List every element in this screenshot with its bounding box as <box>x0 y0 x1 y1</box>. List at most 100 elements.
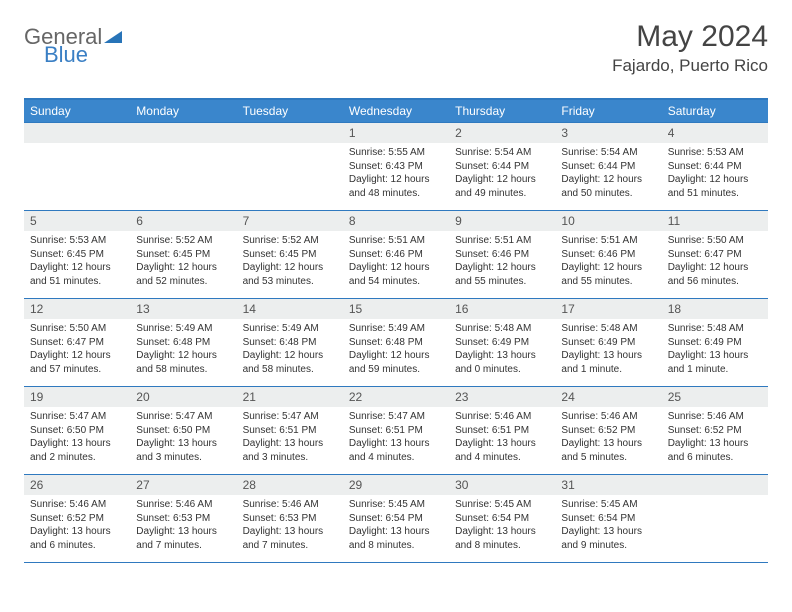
day-number <box>237 123 343 143</box>
calendar-day-cell: 11Sunrise: 5:50 AMSunset: 6:47 PMDayligh… <box>662 211 768 299</box>
day-details: Sunrise: 5:46 AMSunset: 6:52 PMDaylight:… <box>555 407 661 470</box>
calendar-day-cell: 2Sunrise: 5:54 AMSunset: 6:44 PMDaylight… <box>449 123 555 211</box>
day-details: Sunrise: 5:51 AMSunset: 6:46 PMDaylight:… <box>449 231 555 294</box>
day-details: Sunrise: 5:52 AMSunset: 6:45 PMDaylight:… <box>237 231 343 294</box>
day-details: Sunrise: 5:45 AMSunset: 6:54 PMDaylight:… <box>555 495 661 558</box>
calendar-empty-cell <box>237 123 343 211</box>
day-number <box>24 123 130 143</box>
calendar-empty-cell <box>662 475 768 563</box>
day-number: 31 <box>555 475 661 495</box>
day-number: 9 <box>449 211 555 231</box>
calendar-day-cell: 5Sunrise: 5:53 AMSunset: 6:45 PMDaylight… <box>24 211 130 299</box>
day-details <box>662 495 768 518</box>
day-number: 28 <box>237 475 343 495</box>
day-details <box>24 143 130 166</box>
day-details: Sunrise: 5:51 AMSunset: 6:46 PMDaylight:… <box>343 231 449 294</box>
day-details: Sunrise: 5:47 AMSunset: 6:51 PMDaylight:… <box>343 407 449 470</box>
day-details: Sunrise: 5:50 AMSunset: 6:47 PMDaylight:… <box>24 319 130 382</box>
day-details: Sunrise: 5:54 AMSunset: 6:44 PMDaylight:… <box>555 143 661 206</box>
day-number: 19 <box>24 387 130 407</box>
day-details: Sunrise: 5:52 AMSunset: 6:45 PMDaylight:… <box>130 231 236 294</box>
calendar-day-cell: 23Sunrise: 5:46 AMSunset: 6:51 PMDayligh… <box>449 387 555 475</box>
weekday-header: Thursday <box>449 99 555 123</box>
weekday-header-row: SundayMondayTuesdayWednesdayThursdayFrid… <box>24 99 768 123</box>
day-number: 6 <box>130 211 236 231</box>
calendar-day-cell: 29Sunrise: 5:45 AMSunset: 6:54 PMDayligh… <box>343 475 449 563</box>
day-details: Sunrise: 5:46 AMSunset: 6:51 PMDaylight:… <box>449 407 555 470</box>
calendar-empty-cell <box>24 123 130 211</box>
weekday-header: Monday <box>130 99 236 123</box>
calendar-day-cell: 19Sunrise: 5:47 AMSunset: 6:50 PMDayligh… <box>24 387 130 475</box>
location: Fajardo, Puerto Rico <box>612 56 768 76</box>
day-details: Sunrise: 5:47 AMSunset: 6:51 PMDaylight:… <box>237 407 343 470</box>
day-number: 13 <box>130 299 236 319</box>
day-details: Sunrise: 5:53 AMSunset: 6:44 PMDaylight:… <box>662 143 768 206</box>
calendar-day-cell: 27Sunrise: 5:46 AMSunset: 6:53 PMDayligh… <box>130 475 236 563</box>
day-number: 12 <box>24 299 130 319</box>
calendar-day-cell: 6Sunrise: 5:52 AMSunset: 6:45 PMDaylight… <box>130 211 236 299</box>
header: General May 2024 Fajardo, Puerto Rico <box>24 20 768 76</box>
calendar-day-cell: 17Sunrise: 5:48 AMSunset: 6:49 PMDayligh… <box>555 299 661 387</box>
day-number: 18 <box>662 299 768 319</box>
day-details: Sunrise: 5:49 AMSunset: 6:48 PMDaylight:… <box>237 319 343 382</box>
calendar-day-cell: 1Sunrise: 5:55 AMSunset: 6:43 PMDaylight… <box>343 123 449 211</box>
day-number: 23 <box>449 387 555 407</box>
day-number: 21 <box>237 387 343 407</box>
day-details: Sunrise: 5:47 AMSunset: 6:50 PMDaylight:… <box>24 407 130 470</box>
day-number: 15 <box>343 299 449 319</box>
calendar-day-cell: 13Sunrise: 5:49 AMSunset: 6:48 PMDayligh… <box>130 299 236 387</box>
calendar-week-row: 5Sunrise: 5:53 AMSunset: 6:45 PMDaylight… <box>24 211 768 299</box>
day-details <box>130 143 236 166</box>
calendar-week-row: 19Sunrise: 5:47 AMSunset: 6:50 PMDayligh… <box>24 387 768 475</box>
calendar-day-cell: 24Sunrise: 5:46 AMSunset: 6:52 PMDayligh… <box>555 387 661 475</box>
day-number: 20 <box>130 387 236 407</box>
day-details: Sunrise: 5:55 AMSunset: 6:43 PMDaylight:… <box>343 143 449 206</box>
day-details: Sunrise: 5:46 AMSunset: 6:53 PMDaylight:… <box>237 495 343 558</box>
month-year: May 2024 <box>612 20 768 54</box>
day-number: 25 <box>662 387 768 407</box>
calendar-day-cell: 15Sunrise: 5:49 AMSunset: 6:48 PMDayligh… <box>343 299 449 387</box>
day-details: Sunrise: 5:49 AMSunset: 6:48 PMDaylight:… <box>130 319 236 382</box>
day-details: Sunrise: 5:46 AMSunset: 6:52 PMDaylight:… <box>662 407 768 470</box>
day-details: Sunrise: 5:51 AMSunset: 6:46 PMDaylight:… <box>555 231 661 294</box>
weekday-header: Saturday <box>662 99 768 123</box>
calendar-day-cell: 26Sunrise: 5:46 AMSunset: 6:52 PMDayligh… <box>24 475 130 563</box>
day-number: 22 <box>343 387 449 407</box>
day-number: 1 <box>343 123 449 143</box>
day-number: 3 <box>555 123 661 143</box>
day-number <box>662 475 768 495</box>
day-details: Sunrise: 5:48 AMSunset: 6:49 PMDaylight:… <box>555 319 661 382</box>
calendar-day-cell: 31Sunrise: 5:45 AMSunset: 6:54 PMDayligh… <box>555 475 661 563</box>
calendar-day-cell: 4Sunrise: 5:53 AMSunset: 6:44 PMDaylight… <box>662 123 768 211</box>
calendar-day-cell: 10Sunrise: 5:51 AMSunset: 6:46 PMDayligh… <box>555 211 661 299</box>
calendar-day-cell: 30Sunrise: 5:45 AMSunset: 6:54 PMDayligh… <box>449 475 555 563</box>
day-number: 26 <box>24 475 130 495</box>
calendar-day-cell: 8Sunrise: 5:51 AMSunset: 6:46 PMDaylight… <box>343 211 449 299</box>
day-number: 24 <box>555 387 661 407</box>
day-details: Sunrise: 5:48 AMSunset: 6:49 PMDaylight:… <box>662 319 768 382</box>
calendar-week-row: 1Sunrise: 5:55 AMSunset: 6:43 PMDaylight… <box>24 123 768 211</box>
calendar-day-cell: 7Sunrise: 5:52 AMSunset: 6:45 PMDaylight… <box>237 211 343 299</box>
day-number: 7 <box>237 211 343 231</box>
calendar-week-row: 26Sunrise: 5:46 AMSunset: 6:52 PMDayligh… <box>24 475 768 563</box>
title-block: May 2024 Fajardo, Puerto Rico <box>612 20 768 76</box>
calendar-day-cell: 12Sunrise: 5:50 AMSunset: 6:47 PMDayligh… <box>24 299 130 387</box>
day-details: Sunrise: 5:54 AMSunset: 6:44 PMDaylight:… <box>449 143 555 206</box>
day-details: Sunrise: 5:46 AMSunset: 6:52 PMDaylight:… <box>24 495 130 558</box>
day-details: Sunrise: 5:48 AMSunset: 6:49 PMDaylight:… <box>449 319 555 382</box>
day-number: 11 <box>662 211 768 231</box>
day-number: 4 <box>662 123 768 143</box>
weekday-header: Wednesday <box>343 99 449 123</box>
calendar-day-cell: 28Sunrise: 5:46 AMSunset: 6:53 PMDayligh… <box>237 475 343 563</box>
calendar-table: SundayMondayTuesdayWednesdayThursdayFrid… <box>24 98 768 563</box>
calendar-day-cell: 3Sunrise: 5:54 AMSunset: 6:44 PMDaylight… <box>555 123 661 211</box>
day-number: 8 <box>343 211 449 231</box>
day-number <box>130 123 236 143</box>
day-details: Sunrise: 5:45 AMSunset: 6:54 PMDaylight:… <box>343 495 449 558</box>
calendar-week-row: 12Sunrise: 5:50 AMSunset: 6:47 PMDayligh… <box>24 299 768 387</box>
day-number: 29 <box>343 475 449 495</box>
weekday-header: Tuesday <box>237 99 343 123</box>
day-details: Sunrise: 5:53 AMSunset: 6:45 PMDaylight:… <box>24 231 130 294</box>
day-number: 2 <box>449 123 555 143</box>
logo-triangle-icon <box>104 31 122 43</box>
